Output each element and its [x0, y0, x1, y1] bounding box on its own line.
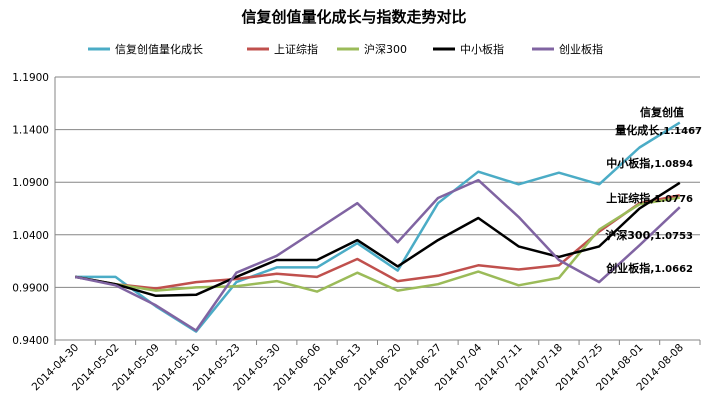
chart-title: 信复创值量化成长与指数走势对比	[241, 8, 466, 26]
legend-label: 沪深300	[364, 42, 407, 56]
series-line	[74, 178, 681, 332]
legend-label: 上证综指	[274, 42, 318, 56]
annotation-label: 上证综指,1.0776	[606, 191, 693, 205]
end-annotation: 信复创值量化成长,1.1467	[615, 105, 702, 137]
y-tick-label: 1.0400	[12, 230, 49, 242]
series-line	[74, 193, 681, 290]
series-line	[74, 181, 681, 298]
legend-label: 中小板指	[460, 42, 504, 56]
annotations: 信复创值量化成长,1.1467 中小板指,1.0894 上证综指,1.0776 沪深3…	[605, 105, 702, 275]
end-annotation: 创业板指,1.0662	[605, 261, 693, 275]
annotation-label: 中小板指,1.0894	[606, 156, 693, 170]
grid	[55, 76, 700, 341]
y-tick-label: 0.9900	[12, 282, 49, 294]
annotation-label: 量化成长,1.1467	[615, 123, 702, 137]
end-annotation: 中小板指,1.0894	[606, 156, 693, 170]
annotation-label: 沪深300,1.0753	[605, 228, 693, 242]
y-tick-label: 1.1400	[12, 125, 49, 137]
annotation-label: 信复创值	[640, 105, 684, 119]
series-line	[75, 121, 681, 333]
legend-label: 创业板指	[559, 42, 603, 56]
legend: 信复创值量化成长 上证综指 沪深300 中小板指 创业板指	[88, 42, 603, 56]
end-annotation: 上证综指,1.0776	[606, 191, 693, 205]
series-line	[74, 196, 681, 293]
series-group	[74, 121, 681, 333]
annotation-label: 创业板指,1.0662	[605, 261, 693, 275]
end-annotation: 沪深300,1.0753	[605, 228, 693, 242]
legend-label: 信复创值量化成长	[115, 42, 203, 56]
y-tick-label: 1.1900	[12, 72, 49, 84]
y-tick-label: 1.0900	[12, 177, 49, 189]
y-tick-label: 0.9400	[12, 335, 49, 347]
